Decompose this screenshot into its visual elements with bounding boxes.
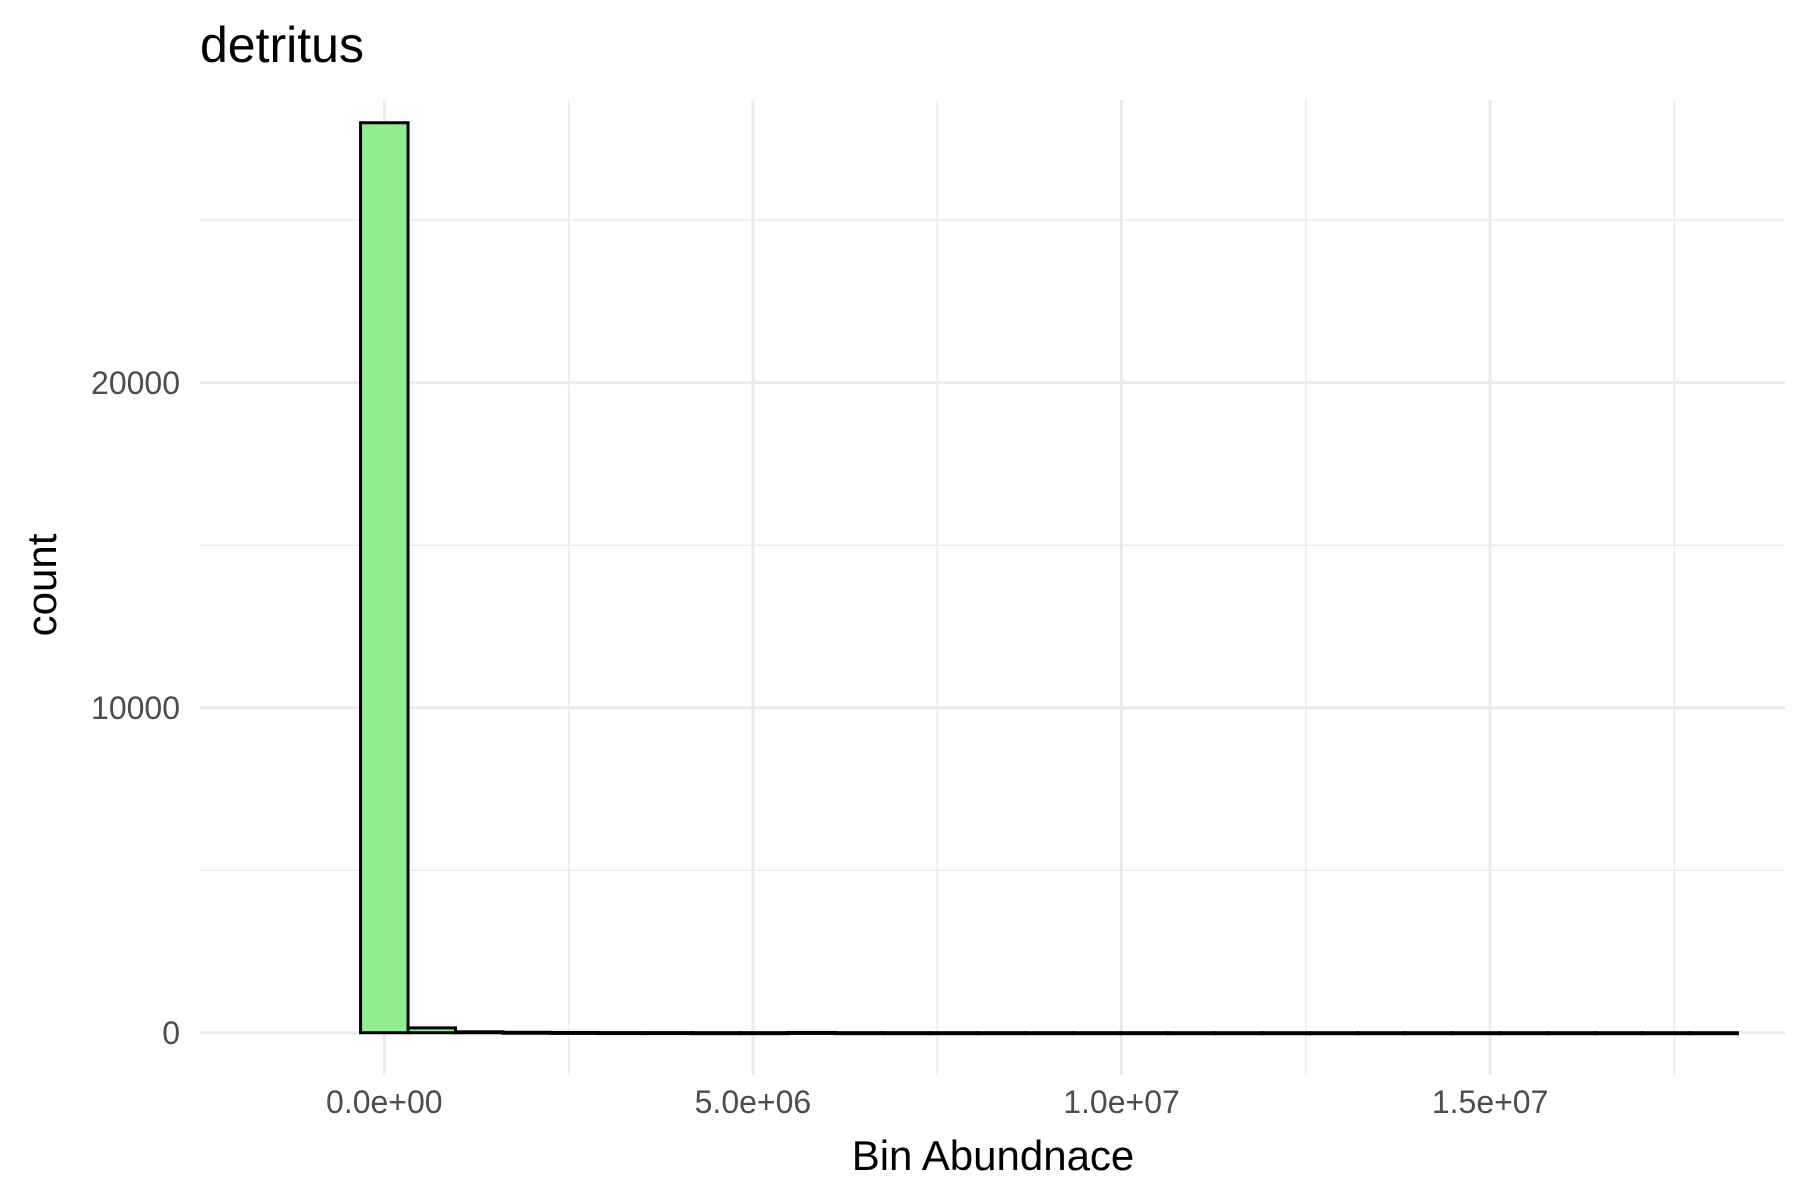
x-axis-title: Bin Abundnace bbox=[852, 1132, 1135, 1179]
x-tick-label: 0.0e+00 bbox=[326, 1084, 443, 1120]
histogram-bar bbox=[833, 1031, 885, 1036]
histogram-bar bbox=[548, 1030, 600, 1035]
histogram-bar bbox=[454, 1030, 505, 1035]
y-axis-title: count bbox=[18, 533, 65, 636]
x-tick-label: 1.5e+07 bbox=[1432, 1084, 1549, 1120]
chart-title: detritus bbox=[200, 17, 364, 73]
histogram-bar bbox=[1118, 1031, 1170, 1036]
histogram-bar bbox=[1498, 1031, 1549, 1036]
histogram-bar bbox=[1451, 1031, 1502, 1036]
histogram-bar bbox=[738, 1031, 790, 1036]
y-tick-label: 0 bbox=[162, 1015, 180, 1051]
histogram-bar bbox=[1261, 1031, 1312, 1036]
histogram-bar bbox=[359, 121, 410, 1035]
histogram-bar bbox=[1640, 1031, 1692, 1036]
histogram-bars bbox=[359, 121, 1739, 1036]
histogram-bar bbox=[1166, 1031, 1217, 1036]
histogram-bar bbox=[976, 1031, 1027, 1036]
x-axis-tick-labels: 0.0e+00 5.0e+06 1.0e+07 1.5e+07 bbox=[326, 1084, 1548, 1120]
minor-gridlines bbox=[200, 100, 1785, 1075]
histogram-bar bbox=[1213, 1031, 1265, 1036]
histogram-bar bbox=[1356, 1031, 1407, 1036]
histogram-bar bbox=[1308, 1031, 1360, 1036]
x-tick-label: 5.0e+06 bbox=[695, 1084, 812, 1120]
histogram-bar bbox=[501, 1030, 552, 1035]
histogram-bar bbox=[1593, 1031, 1644, 1036]
histogram-bar bbox=[1688, 1031, 1739, 1036]
histogram-bar bbox=[406, 1026, 458, 1035]
histogram-bar bbox=[643, 1031, 695, 1036]
y-tick-label: 10000 bbox=[91, 690, 180, 726]
histogram-bar bbox=[928, 1031, 980, 1036]
major-gridlines bbox=[200, 100, 1785, 1075]
histogram-bar bbox=[1023, 1031, 1075, 1036]
y-axis-tick-labels: 0 10000 20000 bbox=[91, 365, 180, 1051]
histogram-bar bbox=[881, 1031, 932, 1036]
histogram-bar bbox=[786, 1030, 837, 1035]
histogram-bar bbox=[1071, 1031, 1122, 1036]
x-tick-label: 1.0e+07 bbox=[1063, 1084, 1180, 1120]
histogram-bar bbox=[1403, 1031, 1455, 1036]
histogram-bar bbox=[596, 1031, 647, 1036]
histogram-bar bbox=[691, 1031, 742, 1036]
y-tick-label: 20000 bbox=[91, 365, 180, 401]
histogram-bar bbox=[1545, 1031, 1597, 1036]
